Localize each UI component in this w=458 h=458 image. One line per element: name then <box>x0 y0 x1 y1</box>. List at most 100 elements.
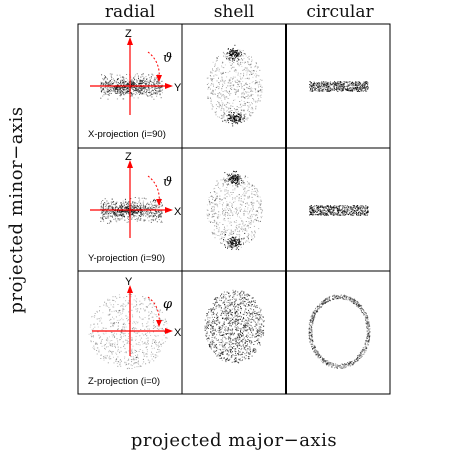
particle-dot <box>220 114 222 116</box>
particle-dot <box>140 202 142 204</box>
particle-dot <box>100 342 102 344</box>
particle-dot <box>249 70 251 72</box>
particle-dot <box>230 332 232 334</box>
particle-dot <box>223 357 225 359</box>
particle-dot <box>214 212 216 214</box>
particle-dot <box>251 193 253 195</box>
particle-dot <box>208 87 209 89</box>
particle-dot <box>151 87 153 89</box>
particle-dot <box>163 324 165 326</box>
particle-dot <box>262 334 264 336</box>
particle-dot <box>117 215 119 217</box>
particle-dot <box>218 326 220 328</box>
particle-dot <box>234 54 236 56</box>
particle-dot <box>236 207 238 209</box>
particle-dot <box>132 351 133 353</box>
particle-dot <box>244 232 246 234</box>
particle-dot <box>115 88 117 90</box>
particle-dot <box>109 313 111 315</box>
particle-dot <box>142 202 144 204</box>
particle-dot <box>131 93 133 95</box>
particle-dot <box>134 212 136 214</box>
particle-dot <box>260 84 262 86</box>
particle-dot <box>218 328 220 329</box>
particle-dot <box>152 316 154 318</box>
particle-dot <box>131 82 133 84</box>
particle-dot <box>230 53 232 55</box>
particle-dot <box>243 238 245 240</box>
particle-dot <box>231 308 233 310</box>
particle-dot <box>226 196 228 198</box>
particle-dot <box>217 329 219 331</box>
particle-dot <box>141 213 143 215</box>
particle-dot <box>161 212 163 213</box>
particle-dot <box>236 314 238 316</box>
particle-dot <box>245 341 247 343</box>
particle-dot <box>235 122 237 124</box>
particle-dot <box>107 202 109 204</box>
particle-dot <box>142 200 144 202</box>
particle-dot <box>113 218 115 220</box>
particle-dot <box>166 337 168 339</box>
particle-dot <box>253 221 255 223</box>
particle-dot <box>229 334 231 336</box>
particle-dot <box>130 355 131 357</box>
particle-dot <box>246 295 248 297</box>
particle-dot <box>223 301 225 303</box>
particle-dot <box>232 245 234 247</box>
particle-dot <box>250 63 252 65</box>
particle-dot <box>161 342 163 344</box>
particle-dot <box>137 308 139 310</box>
particle-dot <box>118 310 120 312</box>
particle-dot <box>237 91 239 92</box>
particle-dot <box>234 311 236 313</box>
particle-dot <box>90 333 91 334</box>
particle-dot <box>232 113 234 115</box>
particle-dot <box>228 341 230 343</box>
particle-dot <box>231 212 233 214</box>
particle-dot <box>210 192 211 194</box>
particle-dot <box>332 83 334 85</box>
particle-dot <box>260 212 262 214</box>
particle-dot <box>227 357 229 359</box>
particle-dot <box>137 97 139 99</box>
particle-dot <box>101 208 103 210</box>
particle-dot <box>146 356 148 358</box>
particle-dot <box>139 206 141 208</box>
particle-dot <box>233 243 235 245</box>
particle-dot <box>144 80 145 82</box>
particle-dot <box>103 87 105 88</box>
particle-dot <box>238 120 240 122</box>
particle-dot <box>119 218 121 220</box>
particle-dot <box>224 113 226 115</box>
particle-dot <box>143 361 145 363</box>
particle-dot <box>241 204 243 206</box>
particle-dot <box>148 216 150 218</box>
particle-dot <box>234 88 236 90</box>
particle-dot <box>226 187 228 188</box>
particle-dot <box>108 205 110 207</box>
particle-dot <box>238 226 240 228</box>
particle-dot <box>130 364 132 366</box>
particle-dot <box>140 92 142 93</box>
particle-dot <box>211 336 213 338</box>
particle-dot <box>130 296 132 298</box>
column-title-shell: shell <box>214 2 255 22</box>
particle-dot <box>139 208 141 210</box>
particle-dot <box>260 207 262 209</box>
particle-dot <box>217 312 218 314</box>
particle-dot <box>246 83 248 85</box>
particle-dot <box>236 55 238 57</box>
particle-dot <box>151 87 153 88</box>
particle-dot <box>123 92 125 94</box>
particle-dot <box>254 83 256 85</box>
particle-dot <box>135 212 137 214</box>
particle-dot <box>151 316 153 318</box>
particle-dot <box>122 76 124 78</box>
particle-dot <box>217 354 219 355</box>
particle-dot <box>229 215 231 216</box>
particle-dot <box>108 349 110 351</box>
particle-dot <box>238 113 240 115</box>
particle-dot <box>221 94 223 96</box>
particle-dot <box>130 207 132 209</box>
